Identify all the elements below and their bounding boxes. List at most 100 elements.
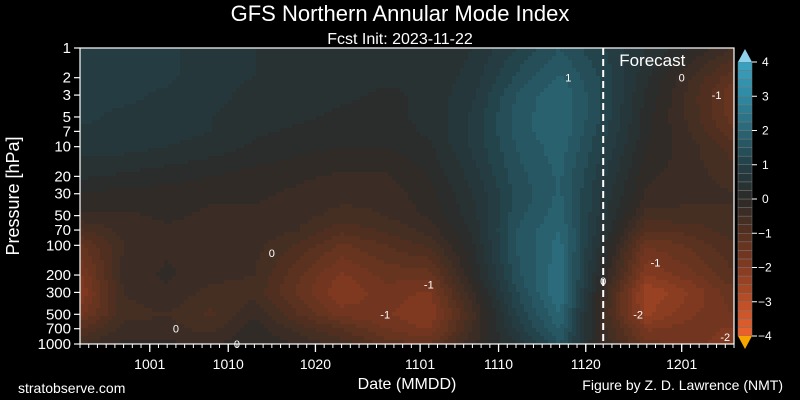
heatmap-cell [620, 56, 625, 61]
heatmap-cell [208, 148, 213, 153]
heatmap-cell [200, 140, 205, 145]
heatmap-cell [640, 112, 645, 117]
heatmap-cell [424, 48, 429, 53]
heatmap-cell [612, 156, 617, 161]
heatmap-cell [332, 72, 337, 77]
heatmap-cell [264, 100, 269, 105]
heatmap-cell [584, 60, 589, 65]
heatmap-cell [84, 104, 89, 109]
heatmap-cell [524, 120, 529, 125]
heatmap-cell [148, 52, 153, 57]
heatmap-cell [548, 72, 553, 77]
heatmap-cell [688, 52, 693, 57]
heatmap-cell [312, 56, 317, 61]
heatmap-cell [144, 80, 149, 85]
heatmap-cell [308, 48, 313, 53]
heatmap-cell [500, 96, 505, 101]
heatmap-cell [512, 144, 517, 149]
heatmap-cell [416, 144, 421, 149]
heatmap-cell [552, 164, 557, 169]
heatmap-cell [384, 160, 389, 165]
heatmap-cell [568, 68, 573, 73]
heatmap-cell [148, 120, 153, 125]
heatmap-cell [548, 84, 553, 89]
heatmap-cell [712, 140, 717, 145]
heatmap-cell [104, 160, 109, 165]
heatmap-cell [272, 64, 277, 69]
heatmap-cell [312, 80, 317, 85]
heatmap-cell [340, 56, 345, 61]
heatmap-cell [440, 156, 445, 161]
heatmap-cell [668, 60, 673, 65]
heatmap-cell [640, 124, 645, 129]
heatmap-cell [348, 72, 353, 77]
heatmap-cell [84, 56, 89, 61]
heatmap-cell [324, 116, 329, 121]
heatmap-cell [604, 92, 609, 97]
heatmap-cell [332, 48, 337, 53]
heatmap-cell [368, 144, 373, 149]
heatmap-cell [416, 136, 421, 141]
heatmap-cell [444, 48, 449, 53]
heatmap-cell [712, 56, 717, 61]
heatmap-cell [488, 112, 493, 117]
heatmap-cell [444, 76, 449, 81]
heatmap-cell [276, 92, 281, 97]
heatmap-cell [680, 92, 685, 97]
heatmap-cell [680, 76, 685, 81]
heatmap-cell [524, 68, 529, 73]
heatmap-cell [416, 160, 421, 165]
heatmap-cell [484, 104, 489, 109]
heatmap-cell [252, 104, 257, 109]
heatmap-cell [624, 140, 629, 145]
heatmap-cell [200, 160, 205, 165]
heatmap-cell [360, 68, 365, 73]
heatmap-cell [464, 164, 469, 169]
heatmap-cell [448, 76, 453, 81]
heatmap-cell [628, 60, 633, 65]
heatmap-cell [180, 160, 185, 165]
heatmap-cell [448, 156, 453, 161]
heatmap-cell [168, 84, 173, 89]
heatmap-cell [220, 124, 225, 129]
heatmap-cell [480, 68, 485, 73]
heatmap-cell [176, 116, 181, 121]
heatmap-cell [716, 144, 721, 149]
heatmap-cell [520, 132, 525, 137]
heatmap-cell [720, 112, 725, 117]
heatmap-cell [320, 140, 325, 145]
heatmap-cell [612, 100, 617, 105]
heatmap-cell [396, 64, 401, 69]
heatmap-cell [408, 100, 413, 105]
heatmap-cell [92, 72, 97, 77]
heatmap-cell [284, 56, 289, 61]
heatmap-cell [640, 164, 645, 169]
heatmap-cell [396, 152, 401, 157]
heatmap-cell [308, 104, 313, 109]
heatmap-cell [516, 128, 521, 133]
heatmap-cell [584, 84, 589, 89]
heatmap-cell [696, 56, 701, 61]
heatmap-cell [412, 88, 417, 93]
heatmap-cell [400, 96, 405, 101]
heatmap-cell [208, 100, 213, 105]
heatmap-cell [316, 84, 321, 89]
heatmap-cell [484, 48, 489, 53]
heatmap-cell [372, 168, 377, 173]
heatmap-cell [404, 120, 409, 125]
heatmap-cell [276, 140, 281, 145]
heatmap-cell [344, 100, 349, 105]
heatmap-cell [412, 68, 417, 73]
heatmap-cell [604, 60, 609, 65]
heatmap-cell [496, 92, 501, 97]
heatmap-cell [660, 144, 665, 149]
heatmap-cell [88, 84, 93, 89]
heatmap-cell [696, 68, 701, 73]
heatmap-cell [444, 64, 449, 69]
heatmap-cell [452, 88, 457, 93]
heatmap-cell [488, 76, 493, 81]
heatmap-cell [404, 84, 409, 89]
heatmap-cell [292, 156, 297, 161]
heatmap-cell [356, 116, 361, 121]
heatmap-cell [372, 156, 377, 161]
